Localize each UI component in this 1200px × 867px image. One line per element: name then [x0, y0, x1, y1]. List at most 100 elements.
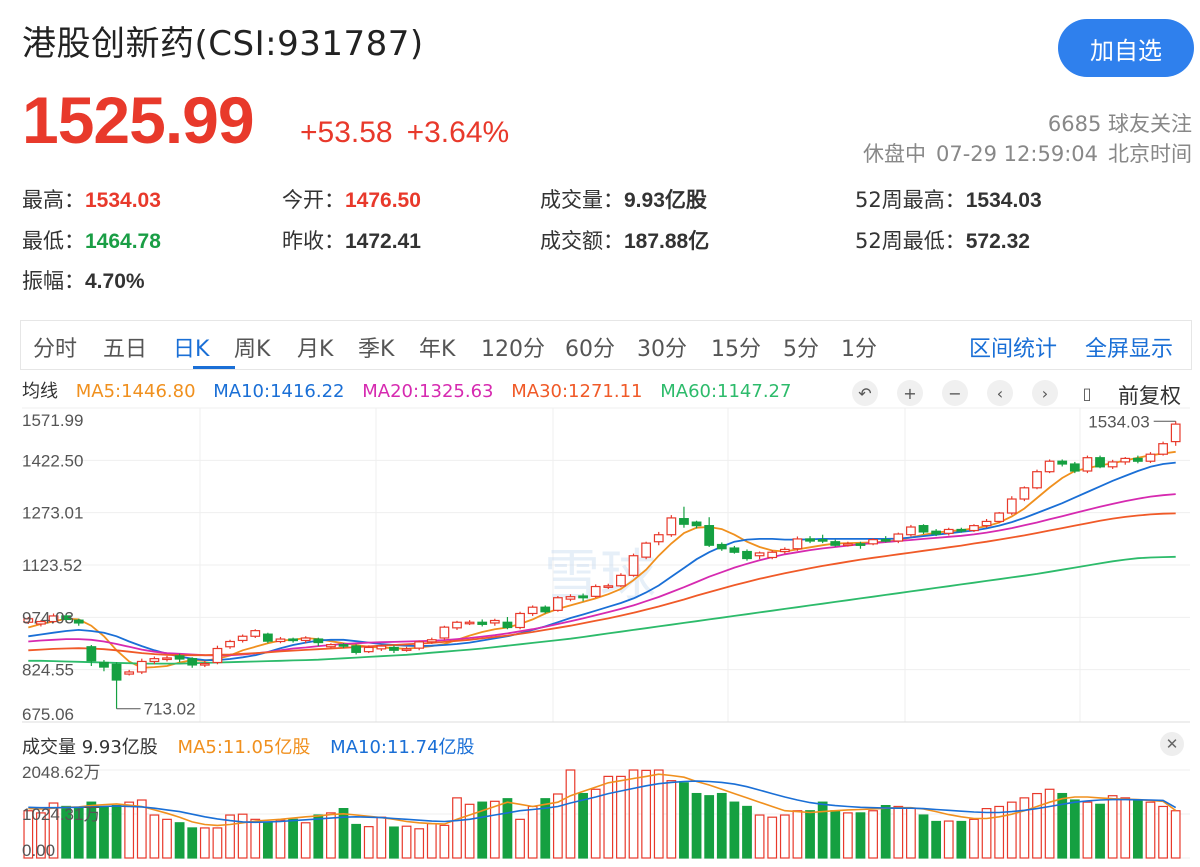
tab-5min[interactable]: 5分 [783, 337, 819, 362]
volume-bar [174, 822, 185, 859]
candle [1158, 441, 1168, 456]
candle-body [313, 638, 324, 644]
zoom-out-icon[interactable]: − [942, 380, 968, 406]
candle-body [477, 621, 488, 625]
tab-daily-k[interactable]: 日K [173, 337, 210, 362]
volume-bar [48, 802, 59, 859]
tab-yearly-k[interactable]: 年K [419, 337, 456, 362]
volume-bar [414, 828, 425, 859]
volume-bar [704, 795, 715, 859]
candle-body [23, 618, 34, 623]
candle [1044, 459, 1055, 474]
volume-bar [742, 805, 752, 859]
volume-bar [565, 769, 576, 859]
candle-body [401, 648, 412, 651]
fullscreen-link[interactable]: 全屏显示 [1085, 337, 1174, 362]
candle-body [452, 621, 462, 629]
candle [679, 506, 689, 528]
undo-icon[interactable]: ↶ [852, 380, 878, 406]
candle [565, 594, 576, 602]
volume-bar [893, 805, 904, 859]
candle [1019, 486, 1030, 502]
tab-1min[interactable]: 1分 [841, 337, 877, 362]
chevron-left-icon[interactable]: ‹ [987, 380, 1013, 406]
range-stats-link[interactable]: 区间统计 [969, 337, 1058, 362]
candle [931, 529, 942, 537]
candle-body [817, 539, 828, 542]
volume-bar [1107, 795, 1118, 859]
candle [225, 639, 235, 649]
candle-body [351, 645, 362, 653]
candle [779, 547, 790, 554]
tab-weekly-k[interactable]: 周K [234, 337, 271, 362]
candle-body [174, 655, 185, 660]
tab-5day[interactable]: 五日 [103, 337, 148, 362]
candle [86, 645, 97, 667]
candle [880, 536, 891, 543]
candle [1107, 459, 1118, 469]
candle [1120, 457, 1131, 465]
volume-bar [389, 826, 399, 859]
tab-monthly-k[interactable]: 月K [297, 337, 334, 362]
tab-15min[interactable]: 15分 [711, 337, 761, 362]
volume-bar [943, 820, 954, 859]
candle [489, 618, 500, 626]
volume-bar [653, 769, 664, 859]
tab-60min[interactable]: 60分 [565, 337, 615, 362]
candle-body [250, 630, 261, 637]
candle-body [641, 542, 652, 558]
volume-bar [994, 805, 1005, 859]
volume-bar [628, 769, 639, 859]
chevron-right-icon[interactable]: › [1032, 380, 1058, 406]
volume-ma5: MA5:11.05亿股 [177, 737, 311, 758]
volume-bar [1145, 801, 1156, 859]
candle-body [124, 671, 135, 675]
adjust-type-select[interactable]: 前复权 [1118, 384, 1181, 408]
volume-bar [779, 814, 790, 859]
volume-bar [540, 798, 551, 859]
candle [729, 545, 740, 554]
volume-bars [23, 769, 1181, 859]
candle-body [73, 619, 84, 624]
candle [969, 524, 979, 532]
candle-body [994, 512, 1005, 523]
candle [792, 536, 803, 551]
candle-body [704, 525, 715, 546]
volume-bar [641, 769, 652, 859]
volume-bar [376, 816, 387, 859]
close-volume-icon[interactable]: ✕ [1160, 732, 1184, 756]
zoom-in-icon[interactable]: + [897, 380, 923, 406]
candle [187, 657, 198, 668]
candle-body [136, 660, 147, 673]
candle-body [931, 530, 942, 535]
volume-bar [262, 821, 273, 859]
volume-bar [426, 823, 437, 859]
volume-bar [338, 808, 349, 859]
tab-quarterly-k[interactable]: 季K [358, 337, 395, 362]
candle-body [653, 534, 664, 543]
tab-timeshare[interactable]: 分时 [33, 337, 78, 362]
tab-120min[interactable]: 120分 [481, 337, 545, 362]
candle-body [565, 596, 576, 600]
tab-30min[interactable]: 30分 [637, 337, 687, 362]
volume-axis: 2048.62万 1024.31万 0.00 [22, 763, 100, 860]
candle-body [880, 539, 891, 542]
candle-body [275, 638, 286, 643]
volume-bar [1019, 797, 1030, 859]
volume-bar [969, 818, 979, 859]
add-watchlist-button[interactable]: 加自选 [1058, 19, 1194, 77]
volume-bar [275, 819, 286, 859]
candle-body [742, 550, 752, 560]
candle-body [225, 640, 235, 648]
candle [338, 643, 349, 649]
candle-icon[interactable]: ▯ [1082, 383, 1092, 403]
stat-volume: 成交量：9.93亿股 [540, 188, 707, 212]
candle [641, 541, 652, 560]
candle [250, 629, 261, 639]
volume-bar [1032, 792, 1042, 859]
candle-body [616, 574, 626, 587]
candle-body [48, 615, 59, 623]
ma-legend: 均线 MA5:1446.80 MA10:1416.22 MA20:1325.63… [22, 377, 803, 403]
candle [1095, 455, 1105, 469]
candle [628, 553, 639, 577]
